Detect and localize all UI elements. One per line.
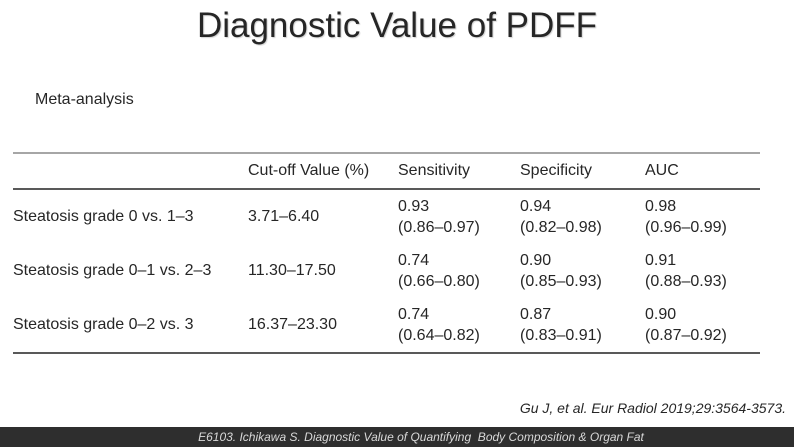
cell-sensitivity: 0.74 (0.66–0.80) bbox=[398, 244, 520, 298]
auc-ci: (0.96–0.99) bbox=[645, 219, 727, 236]
specificity-value: 0.87 bbox=[520, 306, 552, 323]
cell-cutoff: 11.30–17.50 bbox=[248, 262, 336, 279]
cell-row-label: Steatosis grade 0–1 vs. 2–3 bbox=[13, 262, 212, 279]
results-table: Cut-off Value (%) Sensitivity Specificit… bbox=[13, 152, 760, 354]
citation: Gu J, et al. Eur Radiol 2019;29:3564-357… bbox=[519, 400, 786, 416]
sensitivity-ci: (0.66–0.80) bbox=[398, 273, 480, 290]
footer-text: E6103. Ichikawa S. Diagnostic Value of Q… bbox=[198, 430, 644, 444]
cell-specificity: 0.90 (0.85–0.93) bbox=[520, 244, 645, 298]
cell-sensitivity: 0.93 (0.86–0.97) bbox=[398, 189, 520, 244]
header-sensitivity: Sensitivity bbox=[398, 162, 471, 179]
header-specificity: Specificity bbox=[520, 162, 593, 179]
cell-row-label: Steatosis grade 0–2 vs. 3 bbox=[13, 316, 194, 333]
table-row: Steatosis grade 0–2 vs. 3 16.37–23.30 0.… bbox=[13, 298, 760, 353]
table-row: Steatosis grade 0–1 vs. 2–3 11.30–17.50 … bbox=[13, 244, 760, 298]
table-row: Steatosis grade 0 vs. 1–3 3.71–6.40 0.93… bbox=[13, 189, 760, 244]
cell-sensitivity: 0.74 (0.64–0.82) bbox=[398, 298, 520, 353]
cell-auc: 0.91 (0.88–0.93) bbox=[645, 244, 760, 298]
header-empty bbox=[13, 153, 248, 189]
page-title: Diagnostic Value of PDFF bbox=[196, 6, 598, 45]
specificity-value: 0.90 bbox=[520, 252, 552, 269]
header-auc: AUC bbox=[645, 162, 679, 179]
sensitivity-value: 0.74 bbox=[398, 252, 430, 269]
specificity-value: 0.94 bbox=[520, 198, 552, 215]
cell-specificity: 0.94 (0.82–0.98) bbox=[520, 189, 645, 244]
auc-ci: (0.88–0.93) bbox=[645, 273, 727, 290]
cell-auc: 0.98 (0.96–0.99) bbox=[645, 189, 760, 244]
sensitivity-value: 0.93 bbox=[398, 198, 430, 215]
footer-bar: E6103. Ichikawa S. Diagnostic Value of Q… bbox=[0, 427, 794, 447]
cell-auc: 0.90 (0.87–0.92) bbox=[645, 298, 760, 353]
auc-value: 0.98 bbox=[645, 198, 677, 215]
auc-value: 0.91 bbox=[645, 252, 677, 269]
subtitle-meta-analysis: Meta-analysis bbox=[35, 91, 134, 108]
table-header-row: Cut-off Value (%) Sensitivity Specificit… bbox=[13, 153, 760, 189]
specificity-ci: (0.82–0.98) bbox=[520, 219, 602, 236]
auc-value: 0.90 bbox=[645, 306, 677, 323]
specificity-ci: (0.83–0.91) bbox=[520, 327, 602, 344]
sensitivity-value: 0.74 bbox=[398, 306, 430, 323]
cell-specificity: 0.87 (0.83–0.91) bbox=[520, 298, 645, 353]
sensitivity-ci: (0.64–0.82) bbox=[398, 327, 480, 344]
sensitivity-ci: (0.86–0.97) bbox=[398, 219, 480, 236]
cell-cutoff: 3.71–6.40 bbox=[248, 208, 320, 225]
cell-row-label: Steatosis grade 0 vs. 1–3 bbox=[13, 208, 194, 225]
specificity-ci: (0.85–0.93) bbox=[520, 273, 602, 290]
header-cutoff-value: Cut-off Value (%) bbox=[248, 162, 370, 179]
results-table-container: Cut-off Value (%) Sensitivity Specificit… bbox=[13, 152, 760, 354]
auc-ci: (0.87–0.92) bbox=[645, 327, 727, 344]
cell-cutoff: 16.37–23.30 bbox=[248, 316, 337, 333]
